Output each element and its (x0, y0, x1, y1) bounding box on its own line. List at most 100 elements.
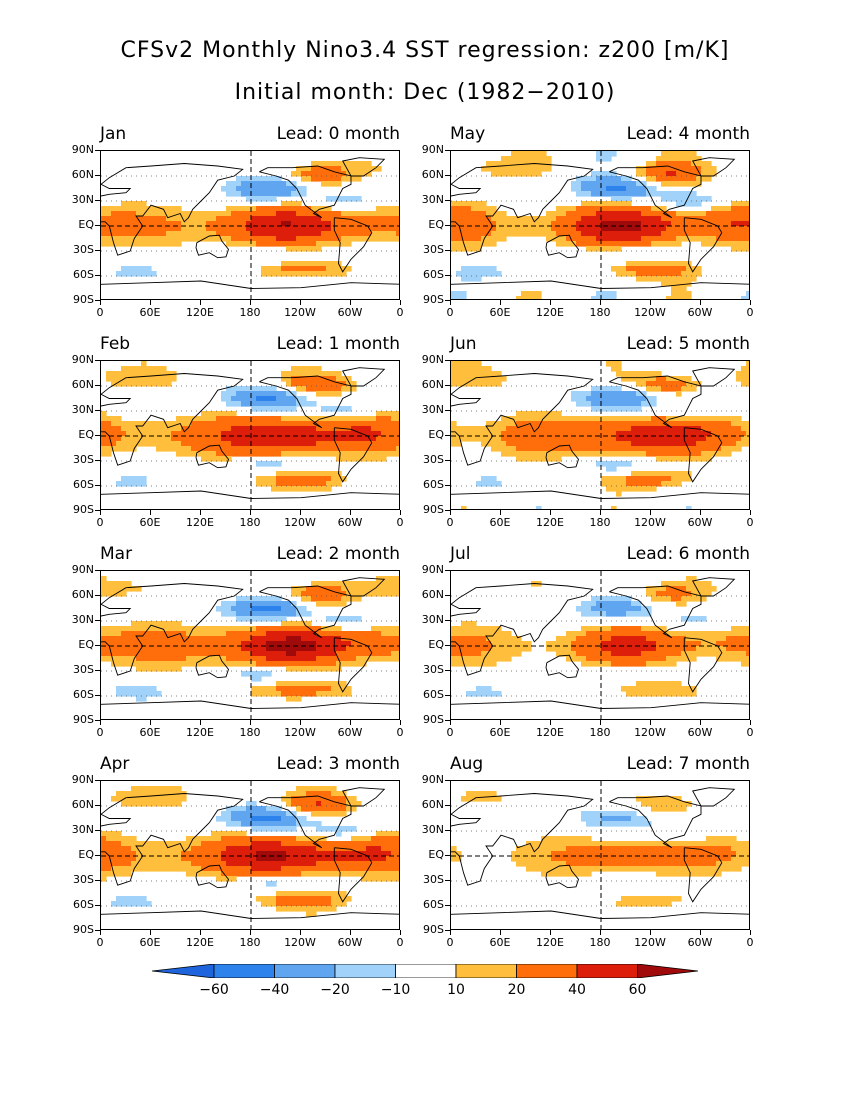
heatmap-cell (141, 801, 147, 807)
heatmap-cell (696, 226, 702, 232)
heatmap-cell (296, 471, 302, 477)
heatmap-cell (286, 621, 292, 627)
heatmap-cell (191, 846, 197, 852)
heatmap-cell (341, 476, 347, 482)
heatmap-cell (496, 436, 502, 442)
heatmap-cell (476, 661, 482, 667)
heatmap-cell (701, 236, 707, 242)
heatmap-cell (231, 436, 237, 442)
heatmap-cell (376, 221, 382, 227)
heatmap-cell (186, 626, 192, 632)
heatmap-cell (371, 456, 377, 462)
heatmap-cell (541, 156, 547, 162)
heatmap-cell (596, 386, 602, 392)
heatmap-cell (311, 381, 317, 387)
heatmap-cell (231, 451, 237, 457)
heatmap-cell (326, 216, 332, 222)
heatmap-cell (586, 216, 592, 222)
heatmap-cell (276, 631, 282, 637)
heatmap-cell (306, 171, 312, 177)
heatmap-cell (276, 181, 282, 187)
heatmap-cell (491, 431, 497, 437)
heatmap-cell (296, 481, 302, 487)
heatmap-cell (296, 691, 302, 697)
heatmap-cell (316, 241, 322, 247)
y-tick-label: 90S (423, 293, 444, 306)
heatmap-cell (366, 221, 372, 227)
heatmap-cell (336, 476, 342, 482)
heatmap-cell (296, 791, 302, 797)
heatmap-cell (546, 231, 552, 237)
heatmap-cell (206, 856, 212, 862)
heatmap-cell (256, 631, 262, 637)
heatmap-cell (311, 476, 317, 482)
heatmap-cell (126, 686, 132, 692)
heatmap-cell (731, 641, 737, 647)
heatmap-cell (311, 231, 317, 237)
heatmap-cell (671, 151, 677, 157)
heatmap-cell (271, 846, 277, 852)
y-tick-mark (445, 695, 450, 696)
heatmap-cell (301, 431, 307, 437)
heatmap-cell (326, 381, 332, 387)
y-tick-label: 60S (423, 688, 444, 701)
heatmap-cell (366, 216, 372, 222)
heatmap-cell (596, 441, 602, 447)
heatmap-cell (291, 261, 297, 267)
heatmap-cell (536, 411, 542, 417)
heatmap-cell (151, 651, 157, 657)
heatmap-cell (341, 271, 347, 277)
x-tick-mark (250, 300, 251, 305)
heatmap-cell (526, 436, 532, 442)
heatmap-cell (311, 811, 317, 817)
heatmap-cell (101, 451, 107, 457)
heatmap-cell (226, 806, 232, 812)
heatmap-cell (161, 656, 167, 662)
heatmap-cell (691, 231, 697, 237)
heatmap-cell (611, 446, 617, 452)
heatmap-cell (171, 226, 177, 232)
heatmap-cell (476, 226, 482, 232)
heatmap-cell (321, 181, 327, 187)
heatmap-cell (346, 196, 352, 202)
heatmap-cell (336, 666, 342, 672)
heatmap-cell (676, 211, 682, 217)
heatmap-cell (701, 231, 707, 237)
heatmap-cell (246, 416, 252, 422)
heatmap-cell (256, 231, 262, 237)
heatmap-cell (216, 231, 222, 237)
heatmap-cell (736, 426, 742, 432)
heatmap-cell (336, 166, 342, 172)
heatmap-cell (336, 686, 342, 692)
heatmap-cell (601, 436, 607, 442)
heatmap-cell (136, 586, 142, 592)
heatmap-cell (246, 836, 252, 842)
heatmap-cell (601, 451, 607, 457)
heatmap-cell (611, 606, 617, 612)
heatmap-cell (621, 266, 627, 272)
heatmap-cell (316, 681, 322, 687)
heatmap-cell (486, 631, 492, 637)
y-tick-label: 90N (421, 353, 444, 366)
heatmap-cell (641, 396, 647, 402)
heatmap-cell (281, 391, 287, 397)
heatmap-cell (286, 656, 292, 662)
heatmap-cell (101, 591, 107, 597)
heatmap-cell (246, 656, 252, 662)
heatmap-cell (616, 426, 622, 432)
heatmap-cell (126, 691, 132, 697)
heatmap-plot (450, 570, 750, 720)
heatmap-cell (481, 376, 487, 382)
heatmap-cell (111, 581, 117, 587)
heatmap-cell (136, 646, 142, 652)
heatmap-cell (266, 206, 272, 212)
heatmap-cell (386, 226, 392, 232)
heatmap-cell (636, 371, 642, 377)
heatmap-cell (241, 811, 247, 817)
heatmap-cell (241, 601, 247, 607)
heatmap-cell (311, 261, 317, 267)
heatmap-cell (706, 416, 712, 422)
heatmap-cell (266, 181, 272, 187)
heatmap-cell (676, 581, 682, 587)
heatmap-cell (276, 416, 282, 422)
